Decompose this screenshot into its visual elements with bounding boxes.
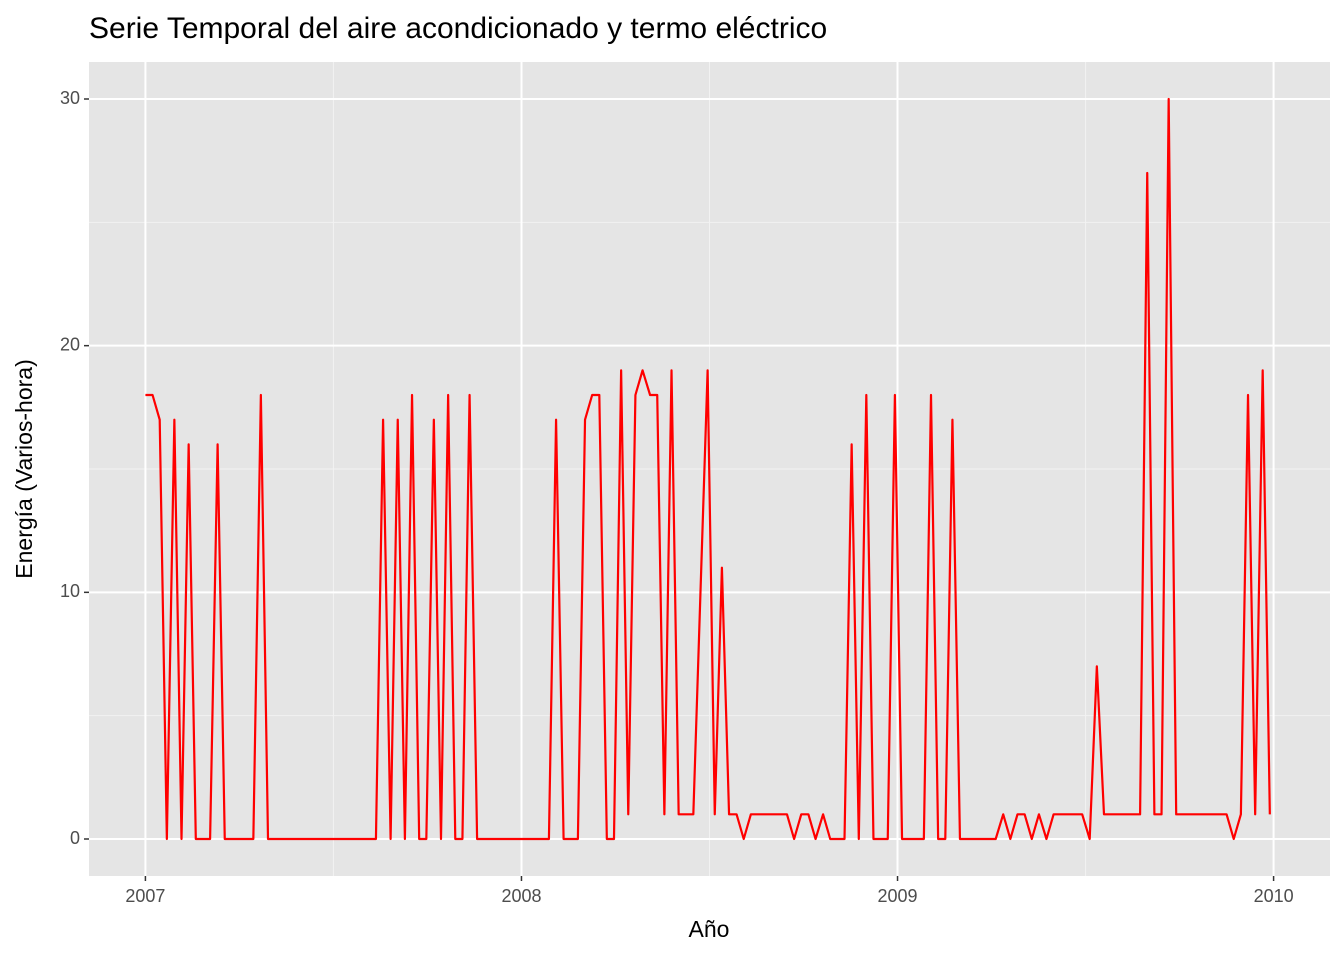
y-axis-title: Energía (Varios-hora)	[11, 359, 37, 578]
x-tick-label: 2009	[878, 886, 918, 906]
x-tick-label: 2007	[125, 886, 165, 906]
x-axis-title: Año	[689, 916, 730, 942]
y-tick-label: 20	[60, 334, 80, 354]
y-tick-label: 0	[70, 828, 80, 848]
chart-title: Serie Temporal del aire acondicionado y …	[89, 12, 827, 45]
data-line	[145, 97, 1271, 841]
x-tick-label: 2008	[501, 886, 541, 906]
y-tick-label: 30	[60, 88, 80, 108]
x-tick-label: 2010	[1254, 886, 1294, 906]
y-tick-label: 10	[60, 581, 80, 601]
